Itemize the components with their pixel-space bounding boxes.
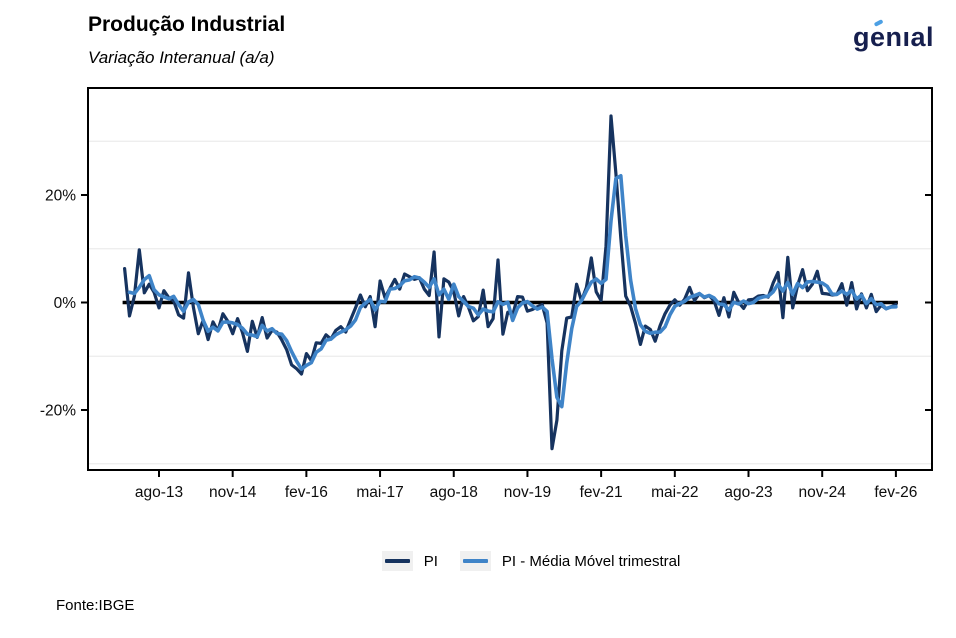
panel-border: [87, 87, 933, 471]
x-tick-label: ago-23: [724, 484, 772, 501]
source-note: Fonte:IBGE: [56, 597, 135, 614]
x-tick-label: nov-14: [209, 484, 257, 501]
page-title: Produção Industrial: [88, 13, 286, 36]
mm3-line-swatch: [462, 559, 488, 563]
x-tick-label: nov-19: [504, 484, 551, 501]
genial-logo: genıal: [852, 19, 934, 53]
x-tick-label: fev-26: [874, 484, 917, 501]
legend-item-pi: PI: [381, 551, 438, 571]
x-tick-label: ago-13: [135, 484, 183, 501]
y-tick-label: -20%: [40, 403, 76, 420]
chart-legend: PI PI - Média Móvel trimestral: [53, 551, 956, 571]
legend-label-mm3: PI - Média Móvel trimestral: [501, 552, 681, 570]
x-tick-label: fev-16: [285, 484, 328, 501]
x-tick-label: mai-22: [651, 484, 698, 501]
x-tick-label: nov-24: [799, 484, 847, 501]
legend-key-pi: [381, 551, 413, 571]
y-tick-label: 20%: [45, 188, 76, 205]
legend-label-pi: PI: [423, 552, 438, 570]
x-tick-label: ago-18: [430, 484, 478, 501]
pi-line-swatch: [384, 559, 410, 563]
x-tick-label: fev-21: [580, 484, 623, 501]
chart-subtitle: Variação Interanual (a/a): [88, 48, 275, 67]
pi-line: [122, 114, 898, 451]
x-tick-label: mai-17: [356, 484, 403, 501]
legend-key-mm3: [459, 551, 491, 571]
y-tick-label: 0%: [54, 295, 77, 312]
legend-item-mm3: PI - Média Móvel trimestral: [459, 551, 681, 571]
logo-text: genıal: [852, 22, 934, 52]
mm3-line: [127, 174, 898, 409]
